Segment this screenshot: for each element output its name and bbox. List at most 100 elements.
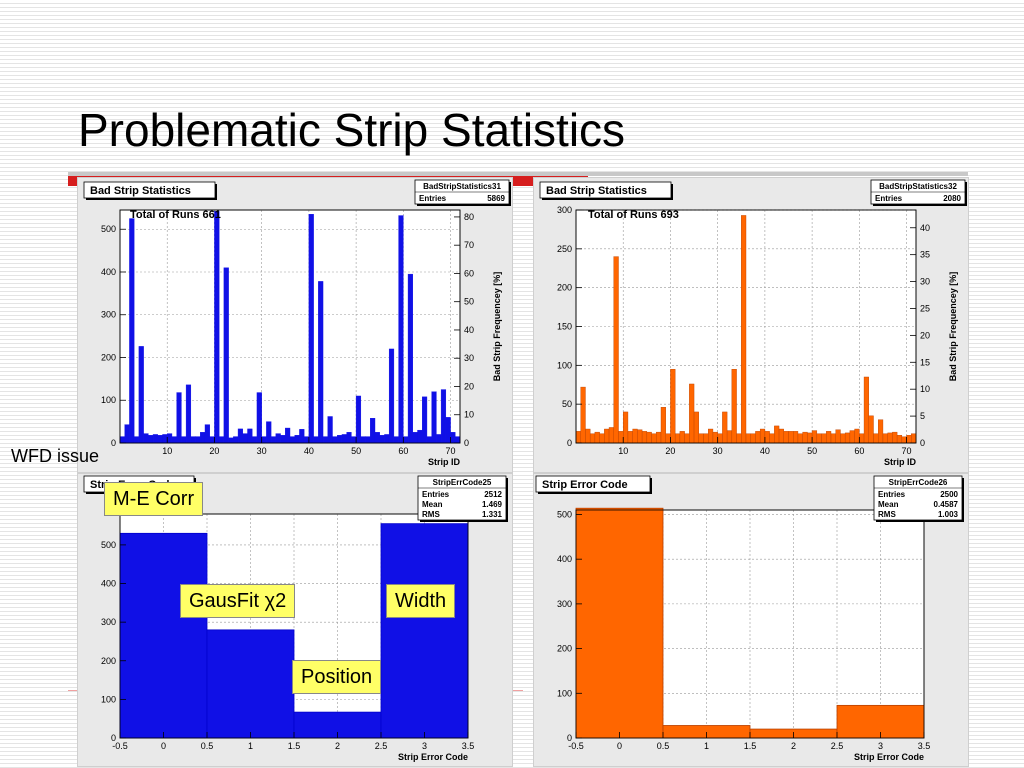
histogram-bar — [195, 436, 201, 444]
histogram-bar — [575, 507, 664, 739]
y-tick-label: 200 — [557, 644, 572, 654]
x-tick-label: 1.5 — [288, 741, 301, 751]
histogram-bar — [327, 416, 333, 444]
histogram-bar — [741, 215, 747, 444]
x-tick-label: 0.5 — [201, 741, 214, 751]
histogram-bar — [341, 434, 347, 444]
callout-gausfit: GausFit χ2 — [180, 584, 296, 618]
histogram-bar — [214, 211, 220, 444]
histogram-bar — [623, 411, 629, 444]
histogram-bar — [613, 256, 619, 444]
histogram-bar — [455, 436, 461, 444]
y-tick-label: 100 — [557, 360, 572, 370]
x-axis-label: Strip Error Code — [398, 752, 468, 762]
histogram-bar — [407, 273, 413, 444]
y-tick-label: 200 — [101, 656, 116, 666]
histogram-bar — [868, 415, 874, 444]
x-tick-label: 2.5 — [831, 741, 844, 751]
histogram-bar — [726, 430, 733, 444]
histogram-bar — [679, 431, 685, 444]
x-tick-label: 60 — [854, 446, 864, 456]
histogram-bar — [280, 435, 286, 444]
stats-name: BadStripStatistics31 — [423, 182, 501, 191]
histogram-bar — [594, 431, 600, 444]
callout-width: Width — [386, 584, 456, 618]
histogram-bar — [580, 386, 586, 444]
histogram-bar — [388, 348, 395, 444]
histogram-bar — [204, 424, 210, 444]
stats-value: 1.469 — [482, 500, 503, 509]
y-tick-label: 500 — [557, 509, 572, 519]
x-tick-label: 40 — [304, 446, 314, 456]
histogram-bar — [656, 431, 662, 444]
histogram-bar — [355, 395, 362, 444]
stats-label: Entries — [875, 194, 903, 203]
y-tick-label: 0 — [567, 733, 572, 743]
histogram-bar — [627, 431, 633, 444]
histogram-bar — [651, 433, 657, 444]
y-tick-label: 200 — [101, 352, 116, 362]
right-tick-label: 40 — [920, 223, 930, 233]
right-tick-label: 20 — [920, 330, 930, 340]
y-tick-label: 500 — [101, 224, 116, 234]
histogram-bar — [708, 428, 714, 444]
right-axis-label: Bad Strip Frequencey [%] — [492, 272, 502, 382]
x-tick-label: 70 — [902, 446, 912, 456]
histogram-bar — [811, 430, 818, 444]
histogram-bar — [133, 436, 140, 444]
histogram-bar — [167, 433, 173, 444]
stats-label: Mean — [422, 500, 443, 509]
histogram-bar — [684, 433, 690, 444]
histogram-bar — [119, 436, 125, 444]
histogram-bar — [901, 436, 907, 444]
run-count-annotation: Total of Runs 693 — [588, 209, 679, 221]
stats-label: RMS — [422, 510, 440, 519]
x-tick-label: 10 — [618, 446, 628, 456]
x-tick-label: 3.5 — [918, 741, 931, 751]
plot-frame — [119, 209, 461, 444]
right-tick-label: 5 — [920, 411, 925, 421]
chart-frame-title: Bad Strip Statistics — [546, 185, 647, 197]
x-tick-label: 3.5 — [462, 741, 475, 751]
histogram-bar — [698, 433, 704, 444]
histogram-bar — [859, 433, 865, 444]
stats-value: 2512 — [484, 490, 502, 499]
x-tick-label: 50 — [807, 446, 817, 456]
stats-value: 2080 — [943, 194, 961, 203]
histogram-bar — [703, 433, 709, 444]
stats-value: 0.4587 — [934, 500, 959, 509]
histogram-bar — [270, 436, 277, 444]
right-tick-label: 40 — [464, 325, 474, 335]
histogram-bar — [285, 427, 291, 444]
histogram-bar — [412, 432, 418, 444]
histogram-bar — [119, 532, 208, 739]
x-tick-label: -0.5 — [568, 741, 584, 751]
histogram-bar — [252, 436, 258, 444]
right-tick-label: 30 — [920, 277, 930, 287]
right-tick-label: 60 — [464, 268, 474, 278]
right-tick-label: 80 — [464, 212, 474, 222]
histogram-bar — [185, 384, 192, 444]
histogram-bar — [398, 215, 404, 444]
title-box — [539, 181, 672, 199]
x-tick-label: 0.5 — [657, 741, 670, 751]
y-tick-label: 500 — [101, 540, 116, 550]
y-tick-label: 300 — [101, 617, 116, 627]
histogram-bar — [745, 433, 751, 444]
histogram-bar — [233, 436, 239, 444]
histogram-bar — [821, 433, 827, 444]
histogram-bar — [783, 431, 789, 444]
histogram-bar — [599, 433, 605, 444]
histogram-bar — [129, 218, 135, 444]
histogram-bar — [176, 392, 182, 444]
x-tick-label: 0 — [161, 741, 166, 751]
x-tick-label: 20 — [209, 446, 219, 456]
histogram-bar — [863, 376, 869, 444]
y-tick-label: 150 — [557, 322, 572, 332]
y-tick-label: 300 — [101, 310, 116, 320]
x-axis-label: Strip Error Code — [854, 752, 924, 762]
chart-frame-title: Bad Strip Statistics — [90, 185, 191, 197]
histogram-bar — [308, 214, 314, 444]
x-tick-label: 10 — [162, 446, 172, 456]
